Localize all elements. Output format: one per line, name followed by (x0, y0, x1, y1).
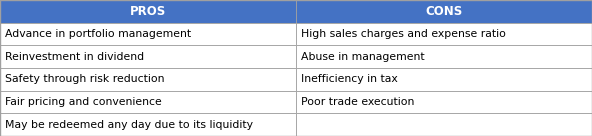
Text: CONS: CONS (426, 5, 462, 18)
Bar (296, 91, 592, 113)
Text: Poor trade execution: Poor trade execution (301, 97, 414, 107)
Text: Fair pricing and convenience: Fair pricing and convenience (5, 97, 162, 107)
Text: Safety through risk reduction: Safety through risk reduction (5, 74, 164, 84)
Bar (0, 0, 296, 23)
Bar (0, 113, 296, 136)
Text: Advance in portfolio management: Advance in portfolio management (5, 29, 191, 39)
Bar (296, 0, 592, 23)
Bar (296, 113, 592, 136)
Text: Inefficiency in tax: Inefficiency in tax (301, 74, 397, 84)
Bar (296, 45, 592, 68)
Text: Abuse in management: Abuse in management (301, 52, 424, 62)
Bar (296, 23, 592, 45)
Bar (0, 45, 296, 68)
Text: High sales charges and expense ratio: High sales charges and expense ratio (301, 29, 506, 39)
Text: PROS: PROS (130, 5, 166, 18)
Bar (0, 68, 296, 91)
Bar (0, 91, 296, 113)
Text: May be redeemed any day due to its liquidity: May be redeemed any day due to its liqui… (5, 120, 253, 130)
Bar (0, 23, 296, 45)
Text: Reinvestment in dividend: Reinvestment in dividend (5, 52, 144, 62)
Bar (296, 68, 592, 91)
